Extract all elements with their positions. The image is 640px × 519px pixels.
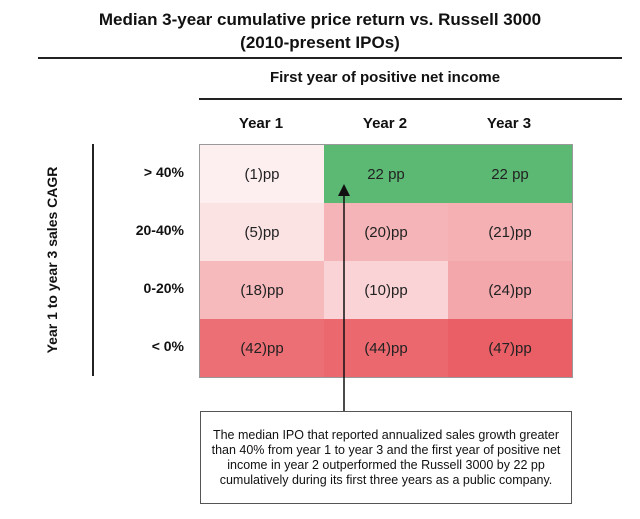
row-label-lt-0: < 0% [151, 338, 184, 354]
heatmap-cell-r1-c3: 22 pp [448, 145, 572, 203]
column-label-year-3: Year 3 [486, 115, 532, 132]
x-axis-title: First year of positive net income [269, 69, 501, 86]
chart-title-line1: Median 3-year cumulative price return vs… [98, 10, 542, 29]
y-axis-title: Year 1 to year 3 sales CAGR [38, 144, 66, 376]
column-label-year-2: Year 2 [362, 115, 408, 132]
chart-title: Median 3-year cumulative price return vs… [0, 8, 640, 54]
heatmap-cell-r2-c1: (5)pp [200, 203, 324, 261]
row-label-20-40: 20-40% [135, 222, 184, 238]
annotation-text: The median IPO that reported annualized … [211, 427, 561, 487]
heatmap-cell-r3-c2: (10)pp [324, 261, 448, 319]
y-axis-title-text: Year 1 to year 3 sales CAGR [44, 166, 60, 354]
heatmap-cell-r4-c2: (44)pp [324, 319, 448, 377]
row-label-gt-40: > 40% [143, 164, 184, 180]
heatmap-cell-r4-c1: (42)pp [200, 319, 324, 377]
row-label-0-20: 0-20% [143, 280, 184, 296]
title-divider [38, 57, 622, 59]
annotation-box: The median IPO that reported annualized … [200, 411, 572, 504]
chart-title-line2: (2010-present IPOs) [240, 33, 400, 52]
heatmap-cell-r1-c1: (1)pp [200, 145, 324, 203]
heatmap-cell-r1-c2: 22 pp [324, 145, 448, 203]
heatmap-cell-r2-c2: (20)pp [324, 203, 448, 261]
column-label-year-1: Year 1 [238, 115, 284, 132]
heatmap-cell-r3-c1: (18)pp [200, 261, 324, 319]
heatmap-cell-r4-c3: (47)pp [448, 319, 572, 377]
heatmap-cell-r3-c3: (24)pp [448, 261, 572, 319]
column-header-divider [199, 98, 622, 100]
heatmap-grid: (1)pp 22 pp 22 pp (5)pp (20)pp (21)pp (18)pp (1… [199, 144, 573, 378]
heatmap-cell-r2-c3: (21)pp [448, 203, 572, 261]
row-header-divider [92, 144, 94, 376]
